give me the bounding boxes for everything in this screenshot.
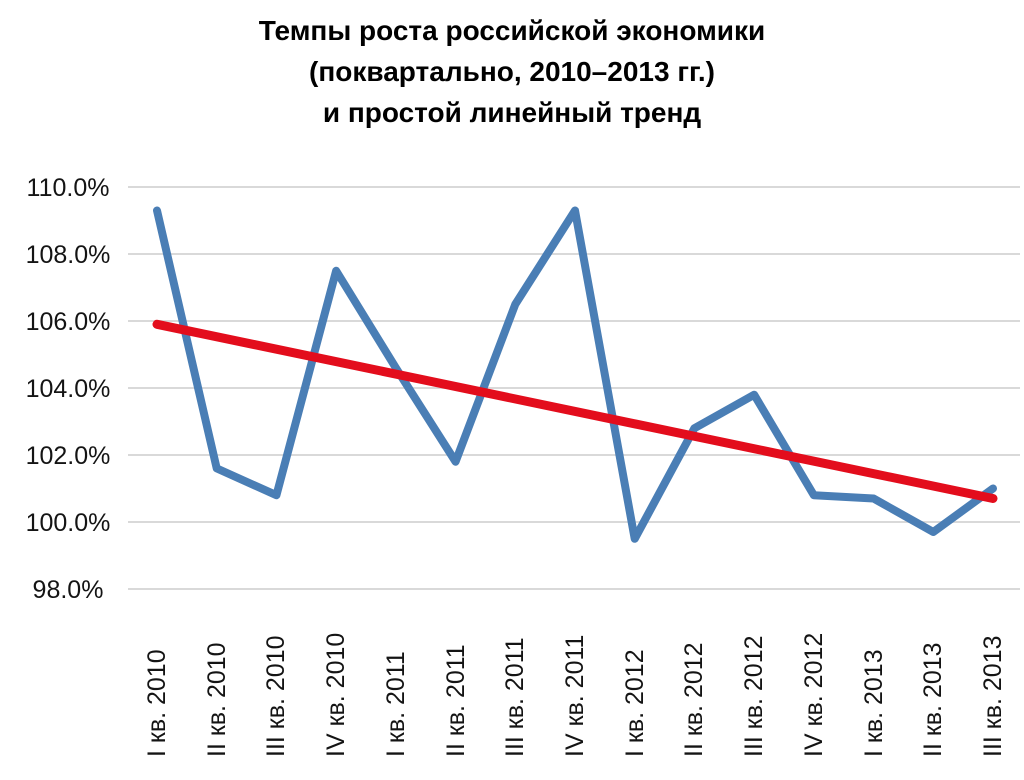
x-tick-label: III кв. 2011 bbox=[501, 637, 529, 757]
x-tick-label: II кв. 2013 bbox=[919, 642, 947, 757]
y-tick-label: 102.0% bbox=[26, 442, 111, 470]
x-tick-label: II кв. 2010 bbox=[203, 642, 231, 757]
growth-rate-series-line bbox=[153, 206, 997, 543]
gridlines bbox=[128, 186, 1020, 590]
chart-title-line-1: Темпы роста российской экономики bbox=[258, 15, 766, 46]
y-tick-label: 110.0% bbox=[27, 174, 110, 202]
x-tick-label: II кв. 2012 bbox=[680, 642, 708, 757]
y-tick-label: 106.0% bbox=[26, 308, 111, 336]
chart-title-line-2: (поквартально, 2010–2013 гг.) bbox=[309, 56, 715, 87]
x-tick-label: I кв. 2013 bbox=[860, 649, 888, 757]
x-tick-label: II кв. 2011 bbox=[442, 644, 470, 757]
x-axis-tick-labels: I кв. 2010 II кв. 2010 III кв. 2010 IV к… bbox=[143, 633, 1007, 757]
x-tick-label: I кв. 2010 bbox=[143, 649, 171, 757]
x-tick-label: IV кв. 2012 bbox=[800, 633, 828, 757]
y-tick-label: 98.0% bbox=[33, 576, 104, 604]
linear-trend-line bbox=[152, 319, 998, 503]
x-tick-label: III кв. 2010 bbox=[262, 635, 290, 757]
x-tick-label: III кв. 2013 bbox=[979, 635, 1007, 757]
chart-title: Темпы роста российской экономики (поквар… bbox=[0, 10, 1024, 133]
x-tick-label: I кв. 2011 bbox=[382, 651, 410, 757]
x-tick-label: I кв. 2012 bbox=[621, 649, 649, 757]
x-tick-label: IV кв. 2011 bbox=[561, 635, 589, 757]
chart-title-line-3: и простой линейный тренд bbox=[322, 97, 702, 128]
y-tick-label: 100.0% bbox=[26, 509, 111, 537]
y-tick-label: 104.0% bbox=[26, 375, 111, 403]
x-tick-label: IV кв. 2010 bbox=[322, 633, 350, 757]
x-tick-label: III кв. 2012 bbox=[740, 635, 768, 757]
y-tick-label: 108.0% bbox=[26, 241, 111, 269]
y-axis-tick-labels: 110.0% 108.0% 106.0% 104.0% 102.0% 100.0… bbox=[26, 174, 111, 604]
